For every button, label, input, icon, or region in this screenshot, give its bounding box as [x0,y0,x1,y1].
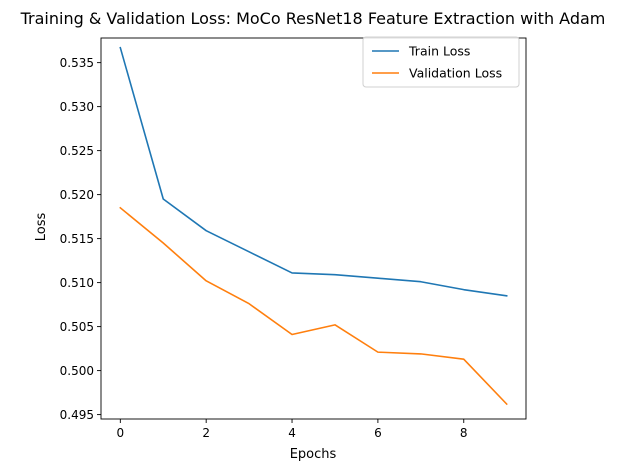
x-tick-label: 2 [202,426,210,440]
plot-frame [100,37,527,420]
y-tick-label: 0.525 [60,144,94,158]
y-tick-label: 0.505 [60,320,94,334]
x-tick-label: 8 [460,426,468,440]
legend-label-1: Validation Loss [409,66,502,81]
y-tick-label: 0.500 [60,364,94,378]
series-line-0 [119,46,508,297]
x-tick-label: 0 [116,426,124,440]
y-tick-label: 0.535 [60,56,94,70]
legend-box [362,36,520,88]
x-tick-label: 4 [288,426,296,440]
y-tick-label: 0.510 [60,276,94,290]
y-axis-label: Loss [34,213,49,242]
plot-area: 0 2 4 6 8 0.495 0.500 0.505 0.510 0.515 0.520 0.525… [60,36,527,440]
y-tick-label: 0.530 [60,100,94,114]
x-axis-label: Epochs [290,447,337,462]
series-line-1 [119,206,508,406]
y-tick-label: 0.520 [60,188,94,202]
legend-label-0: Train Loss [408,44,470,59]
y-tick-label: 0.495 [60,408,94,422]
y-tick-label: 0.515 [60,232,94,246]
chart-title: Training & Validation Loss: MoCo ResNet1… [20,9,606,28]
x-tick-label: 6 [374,426,382,440]
